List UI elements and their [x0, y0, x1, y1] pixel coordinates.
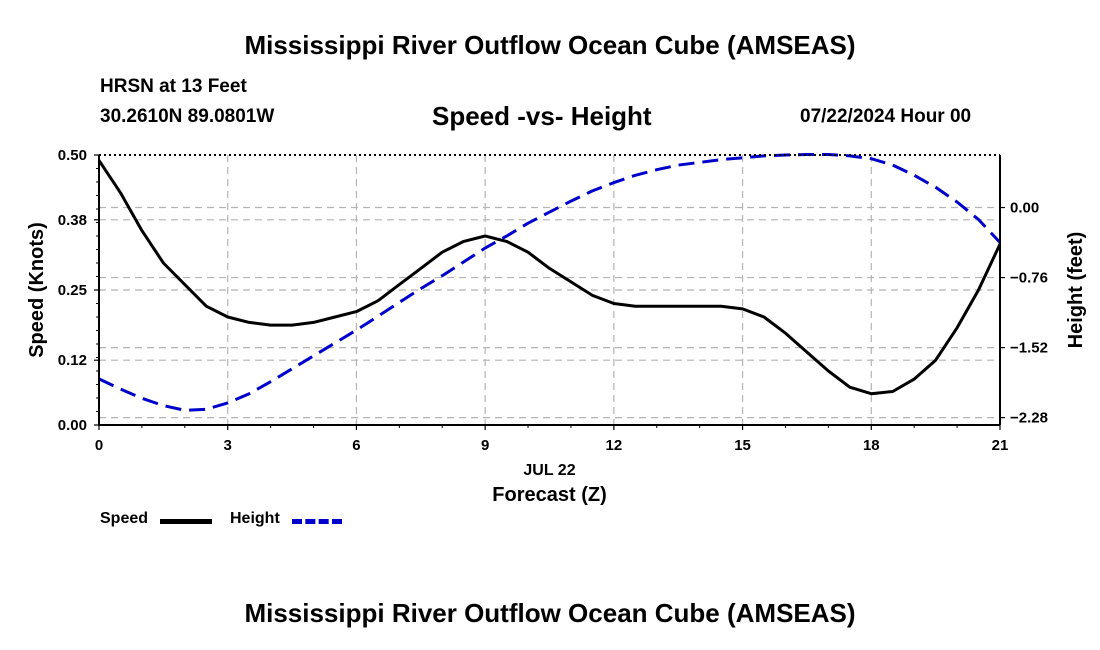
x-tick-label: 18 — [863, 437, 880, 454]
y2-axis-label: Height (feet) — [1065, 232, 1087, 349]
x-tick-label: 12 — [606, 437, 623, 454]
station-label: HRSN at 13 Feet — [100, 76, 247, 97]
legend-speed-swatch — [160, 519, 212, 524]
x-tick-label: 21 — [992, 437, 1009, 454]
height-series-line — [98, 153, 1002, 412]
footer-title: Mississippi River Outflow Ocean Cube (AM… — [244, 598, 856, 628]
legend-height-label: Height — [230, 510, 280, 527]
y-tick-label: 0.38 — [58, 212, 87, 229]
y-tick-label: 0.12 — [58, 352, 87, 369]
x-tick-label: 0 — [95, 437, 103, 454]
y2-tick-label: 0.00 — [1010, 200, 1039, 217]
x-tick-label: 9 — [481, 437, 489, 454]
forecast-datetime: 07/22/2024 Hour 00 — [800, 106, 972, 127]
y-axis-label: Speed (Knots) — [26, 222, 48, 358]
x-tick-label: 15 — [734, 437, 751, 454]
legend-speed-label: Speed — [100, 510, 149, 527]
x-tick-label: 3 — [224, 437, 232, 454]
y2-tick-label: −0.76 — [1010, 270, 1048, 287]
y2-tick-label: −2.28 — [1010, 410, 1048, 427]
x-axis-label: Forecast (Z) — [492, 484, 606, 506]
chart-subtitle: Speed -vs- Height — [432, 101, 652, 131]
y-tick-label: 0.25 — [58, 282, 87, 299]
speed-height-chart: 0 3 6 9 12 15 18 21 0.00 0.12 0.25 0.38 0.50 −2.28 −1.… — [26, 147, 1087, 506]
speed-series-line — [97, 159, 1002, 396]
y-tick-label: 0.50 — [58, 147, 87, 164]
x-date-label: JUL 22 — [523, 462, 575, 479]
y2-tick-label: −1.52 — [1010, 340, 1048, 357]
x-tick-label: 6 — [352, 437, 360, 454]
page-title: Mississippi River Outflow Ocean Cube (AM… — [244, 30, 856, 60]
coordinates-label: 30.2610N 89.0801W — [100, 106, 275, 127]
legend-height-swatch — [292, 519, 342, 524]
y-tick-label: 0.00 — [58, 417, 87, 434]
